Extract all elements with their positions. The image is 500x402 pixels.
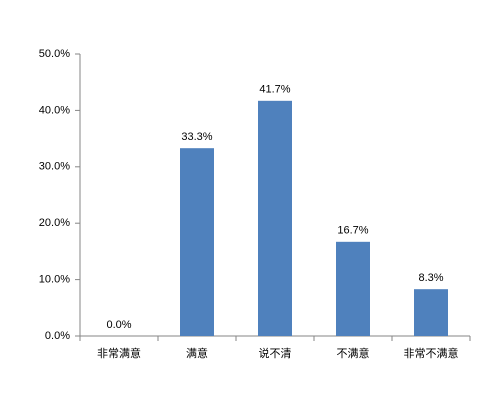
- value-label: 33.3%: [181, 131, 212, 143]
- y-tick-label: 50.0%: [39, 48, 70, 60]
- y-tick-label: 40.0%: [39, 104, 70, 116]
- bar: [180, 148, 214, 336]
- y-tick-label: 20.0%: [39, 217, 70, 229]
- bar: [258, 100, 292, 336]
- x-tick-label: 满意: [186, 346, 208, 360]
- x-tick-label: 不满意: [337, 346, 370, 360]
- value-label: 0.0%: [106, 319, 131, 331]
- value-label: 41.7%: [259, 84, 290, 96]
- x-tick-label: 非常不满意: [404, 346, 459, 360]
- y-tick-label: 0.0%: [45, 330, 70, 342]
- x-tick-label: 非常满意: [97, 346, 141, 360]
- bar: [336, 241, 370, 336]
- y-tick-label: 10.0%: [39, 274, 70, 286]
- value-label: 8.3%: [418, 272, 443, 284]
- y-tick-label: 30.0%: [39, 161, 70, 173]
- bar: [414, 289, 448, 336]
- value-label: 16.7%: [337, 225, 368, 237]
- x-tick-label: 说不清: [259, 346, 292, 360]
